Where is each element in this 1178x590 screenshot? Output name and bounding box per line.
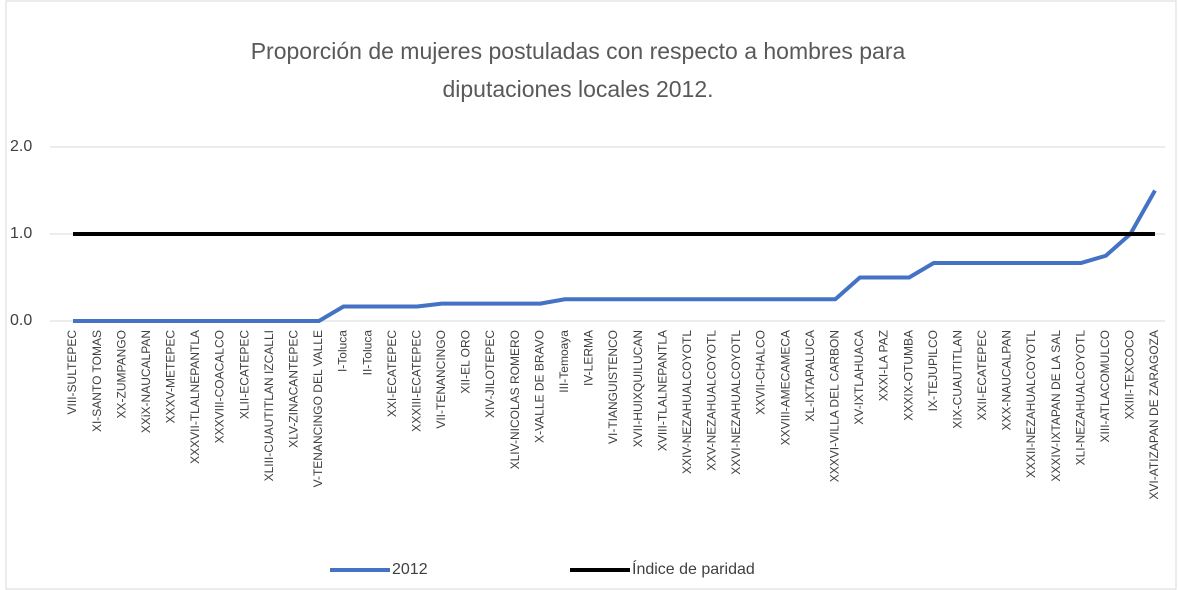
x-tick-label: I-Toluca <box>336 330 350 372</box>
x-tick-label: VI-TIANGUISTENCO <box>606 330 620 444</box>
x-tick-label: XXXII-NEZAHUALCOYOTL <box>1024 330 1038 478</box>
x-tick-label: XXX-NAUCALPAN <box>1000 330 1014 430</box>
x-tick-label: XXI-ECATEPEC <box>385 330 399 417</box>
x-tick-label: X-VALLE DE BRAVO <box>532 330 546 443</box>
x-tick-label: VII-TENANCINGO <box>434 330 448 429</box>
x-tick-label: XIV-JILOTEPEC <box>483 330 497 418</box>
x-tick-label: XLI-NEZAHUALCOYOTL <box>1073 330 1087 466</box>
x-tick-label: II-Toluca <box>360 330 374 376</box>
x-tick-label: XXXVII-TLALNEPANTLA <box>188 330 202 464</box>
x-tick-label: XVIII-TLALNEPANTLA <box>655 330 669 451</box>
y-tick-label: 2.0 <box>10 138 32 155</box>
x-tick-label: XXVIII-AMECAMECA <box>778 330 792 445</box>
x-tick-label: XVI-ATIZAPAN DE ZARAGOZA <box>1147 330 1161 500</box>
x-tick-label: XXII-ECATEPEC <box>975 330 989 421</box>
x-tick-label: XXVII-CHALCO <box>754 330 768 415</box>
x-tick-label: XXXIX-OTUMBA <box>901 330 915 421</box>
x-tick-label: VIII-SULTEPEC <box>65 330 79 415</box>
x-tick-label: XLII-ECATEPEC <box>237 330 251 419</box>
x-tick-label: XXXIV-IXTAPAN DE LA SAL <box>1049 330 1063 482</box>
x-tick-label: XLIV-NICOLAS ROMERO <box>508 330 522 469</box>
x-tick-label: XXXV-METEPEC <box>164 330 178 424</box>
x-tick-label: XXXVIII-COACALCO <box>213 330 227 443</box>
y-tick-label: 0.0 <box>10 312 32 329</box>
x-tick-label: XV-IXTLAHUACA <box>852 330 866 425</box>
x-tick-label: XXIV-NEZAHUALCOYOTL <box>680 330 694 474</box>
chart-title: Proporción de mujeres postuladas con res… <box>250 38 906 102</box>
x-tick-label: XIX-CUAUTITLAN <box>950 330 964 429</box>
x-tick-label: IV-LERMA <box>582 330 596 386</box>
x-tick-label: XXV-NEZAHUALCOYOTL <box>705 330 719 471</box>
chart-border <box>5 0 1177 590</box>
y-tick-label: 1.0 <box>10 225 32 242</box>
x-tick-label: IX-TEJUPILCO <box>926 330 940 411</box>
x-tick-label: XX-ZUMPANGO <box>114 330 128 418</box>
legend-label: Índice de paridad <box>632 559 755 578</box>
x-tick-label: XXIII-TEXCOCO <box>1123 330 1137 419</box>
x-tick-label: XVII-HUIXQUILUCAN <box>631 330 645 447</box>
data-line <box>73 189 1157 323</box>
x-tick-label: XXiX-NAUCALPAN <box>139 330 153 433</box>
x-tick-label: XXXIII-ECATEPEC <box>409 330 423 432</box>
x-tick-label: V-TENANCINGO DEL VALLE <box>311 330 325 487</box>
x-tick-label: XLIII-CUAUTITLAN IZCALLI <box>262 330 276 481</box>
x-tick-label: XXVI-NEZAHUALCOYOTL <box>729 330 743 475</box>
x-tick-label: XL-IXTAPALUCA <box>803 330 817 422</box>
x-tick-label: III-Temoaya <box>557 330 571 393</box>
x-tick-label: XLV-ZINACANTEPEC <box>286 330 300 448</box>
x-tick-label: XI-SANTO TOMAS <box>90 330 104 432</box>
x-tick-label: XXXI-LA PAZ <box>877 330 891 401</box>
x-tick-label: XII-EL ORO <box>459 330 473 394</box>
x-tick-label: XIII-ATLACOMULCO <box>1098 330 1112 442</box>
x-tick-label: XXXVI-VILLA DEL CARBON <box>827 330 841 482</box>
legend-label: 2012 <box>392 561 428 578</box>
